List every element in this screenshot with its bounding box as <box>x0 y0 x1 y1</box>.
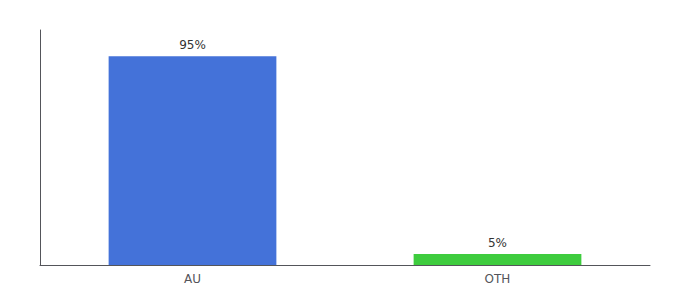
svg-text:OTH: OTH <box>485 272 511 286</box>
svg-text:95%: 95% <box>179 38 206 52</box>
svg-text:AU: AU <box>184 272 201 286</box>
svg-text:5%: 5% <box>488 236 507 250</box>
